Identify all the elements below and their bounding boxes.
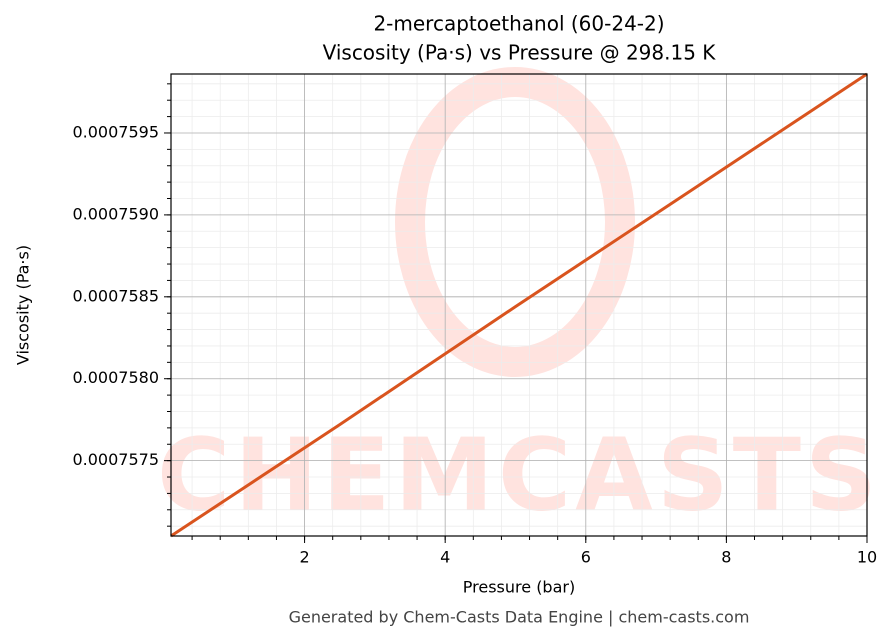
x-tick-label: 6 — [581, 548, 591, 567]
y-tick-label: 0.0007580 — [72, 368, 159, 387]
chart-subtitle: Viscosity (Pa·s) vs Pressure @ 298.15 K — [323, 41, 717, 65]
x-tick-label: 8 — [721, 548, 731, 567]
plot-frame — [170, 73, 868, 537]
y-tick-label: 0.0007590 — [72, 204, 159, 223]
y-tick-label: 0.0007585 — [72, 286, 159, 305]
chart-title: 2-mercaptoethanol (60-24-2) — [373, 12, 664, 36]
watermark: CHEMCASTS — [157, 416, 881, 533]
watermark-logo — [395, 67, 635, 377]
y-axis-label: Viscosity (Pa·s) — [14, 245, 33, 365]
x-tick-label: 10 — [857, 548, 877, 567]
x-axis-label: Pressure (bar) — [463, 578, 575, 597]
x-tick-label: 4 — [440, 548, 450, 567]
y-tick-label: 0.0007595 — [72, 122, 159, 141]
y-tick-label: 0.0007575 — [72, 450, 159, 469]
data-line — [170, 72, 868, 538]
footer: Generated by Chem-Casts Data Engine | ch… — [289, 608, 750, 627]
x-tick-label: 2 — [299, 548, 309, 567]
